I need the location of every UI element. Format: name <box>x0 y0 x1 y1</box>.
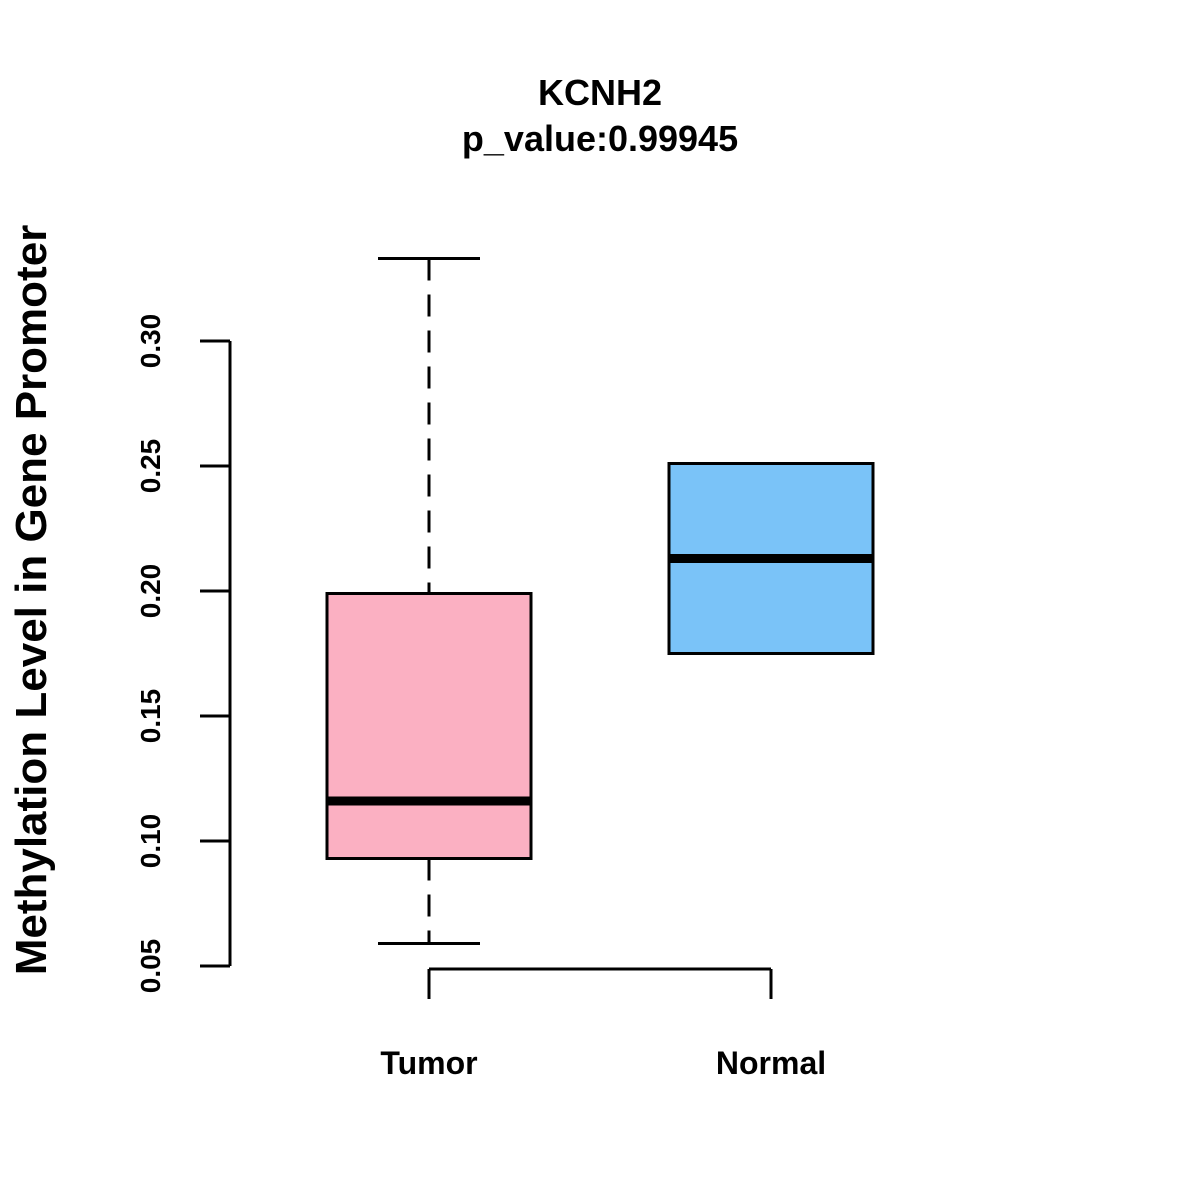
y-tick-label: 0.15 <box>135 689 166 744</box>
y-axis: 0.05 0.10 0.15 0.20 0.25 0.30 <box>135 314 232 994</box>
chart-subtitle: p_value:0.99945 <box>462 118 738 159</box>
significance-bracket <box>427 967 773 999</box>
y-tick-label: 0.25 <box>135 439 166 494</box>
y-tick-label: 0.05 <box>135 939 166 994</box>
y-tick-label: 0.10 <box>135 814 166 869</box>
box-tumor <box>325 257 533 945</box>
box-body <box>325 592 533 860</box>
y-tick-label: 0.30 <box>135 314 166 369</box>
chart-title: KCNH2 <box>538 72 662 113</box>
x-tick-label-tumor: Tumor <box>380 1045 477 1081</box>
box-normal <box>667 462 875 655</box>
y-tick-label: 0.20 <box>135 564 166 619</box>
y-axis-label: Methylation Level in Gene Promoter <box>7 225 56 976</box>
x-axis-labels: Tumor Normal <box>380 1045 826 1081</box>
boxes-layer <box>325 257 875 945</box>
x-tick-label-normal: Normal <box>716 1045 826 1081</box>
